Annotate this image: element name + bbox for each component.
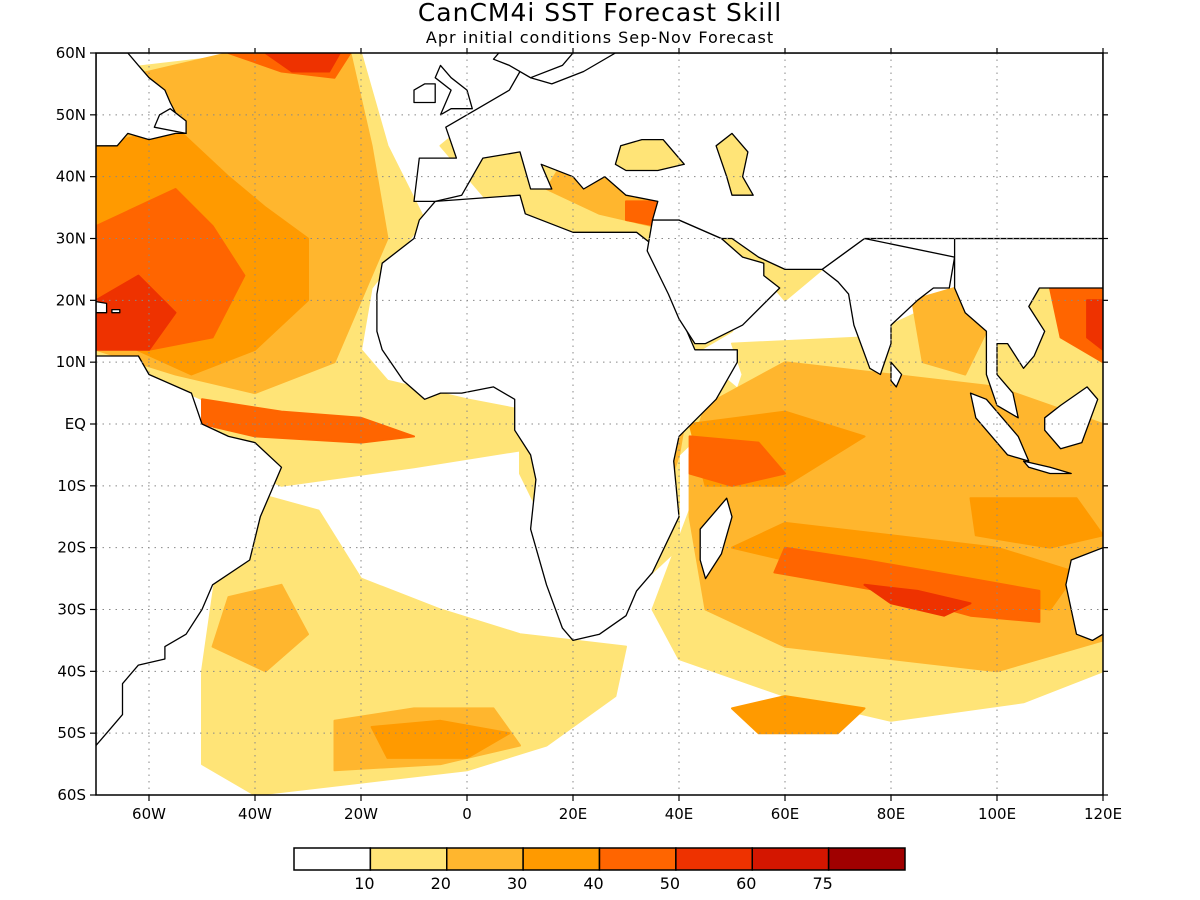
- landmass-madagascar: [699, 497, 733, 580]
- y-tick-label: 10N: [56, 353, 86, 371]
- landmass-india: [821, 237, 956, 376]
- coastlines: [96, 53, 1103, 747]
- x-tick-label: 20E: [559, 805, 588, 823]
- landmass-sumatra: [969, 392, 1030, 462]
- y-tick-label: 60N: [56, 44, 86, 62]
- x-tick-label: 80E: [877, 805, 906, 823]
- y-tick-label: 40S: [57, 662, 86, 680]
- x-tick-label: 0: [462, 805, 472, 823]
- map-title: CanCM4i SST Forecast Skill: [417, 0, 783, 27]
- x-axis: 60W 40W 20W 0 20E 40E 60E 80E 100E 120E: [132, 48, 1122, 823]
- x-tick-label: 20W: [344, 805, 378, 823]
- colorbar-label: 10: [354, 874, 374, 893]
- colorbar-label: 30: [507, 874, 527, 893]
- skill-region: [201, 484, 627, 795]
- y-axis: 60N 50N 40N 30N 20N 10N EQ 10S 20S 30S 40S 50S 60S: [56, 44, 1108, 804]
- x-tick-label: 60E: [771, 805, 800, 823]
- colorbar-swatch: [446, 847, 524, 871]
- y-tick-label: 20N: [56, 291, 86, 309]
- landmass-indochina: [953, 237, 1103, 419]
- colorbar-label: 75: [812, 874, 832, 893]
- landmass-caspian: [715, 132, 754, 196]
- landmass-south-america: [96, 355, 283, 747]
- landmass-puerto-rico: [111, 308, 121, 314]
- landmass-britain: [434, 64, 473, 116]
- x-tick-label: 100E: [978, 805, 1016, 823]
- colorbar-label: 40: [583, 874, 603, 893]
- colorbar-swatch: [522, 847, 601, 871]
- skill-region: [96, 274, 177, 351]
- y-tick-label: 30S: [57, 601, 86, 619]
- y-tick-label: EQ: [65, 415, 86, 433]
- colorbar: 10 20 30 40 50 60 75: [293, 847, 906, 893]
- colorbar-swatch: [751, 847, 830, 871]
- y-tick-label: 50N: [56, 106, 86, 124]
- landmass-europe: [413, 53, 1103, 271]
- colorbar-swatch: [675, 847, 753, 871]
- map-subtitle: Apr initial conditions Sep-Nov Forecast: [425, 28, 775, 47]
- x-tick-label: 60W: [132, 805, 166, 823]
- y-tick-label: 20S: [57, 539, 86, 557]
- landmass-sri-lanka: [890, 361, 903, 388]
- x-tick-label: 40W: [238, 805, 272, 823]
- landmass-borneo: [1044, 386, 1099, 450]
- skill-region: [969, 497, 1103, 549]
- colorbar-swatch: [598, 847, 677, 871]
- skill-region: [731, 695, 866, 735]
- landmass-australia: [1065, 547, 1103, 642]
- colorbar-label: 50: [660, 874, 680, 893]
- landmass-hispaniola: [96, 300, 108, 314]
- skill-region: [264, 53, 341, 73]
- landmass-black-sea: [614, 138, 685, 172]
- landmass-java: [1022, 460, 1072, 475]
- colorbar-swatch: [827, 847, 906, 871]
- colorbar-label: 60: [736, 874, 756, 893]
- skill-region: [211, 583, 309, 673]
- skill-region: [370, 719, 511, 759]
- skill-region: [201, 398, 415, 444]
- y-tick-label: 30N: [56, 230, 86, 248]
- y-tick-label: 60S: [57, 786, 86, 804]
- colorbar-label: 20: [431, 874, 451, 893]
- y-tick-label: 50S: [57, 724, 86, 742]
- landmass-ireland: [413, 83, 436, 104]
- y-tick-label: 40N: [56, 168, 86, 186]
- colorbar-swatch: [293, 847, 372, 871]
- skill-region: [688, 435, 786, 487]
- colorbar-swatch: [369, 847, 448, 871]
- y-tick-label: 10S: [57, 477, 86, 495]
- x-tick-label: 120E: [1084, 805, 1122, 823]
- x-tick-label: 40E: [665, 805, 694, 823]
- landmass-scandinavia: [492, 53, 574, 79]
